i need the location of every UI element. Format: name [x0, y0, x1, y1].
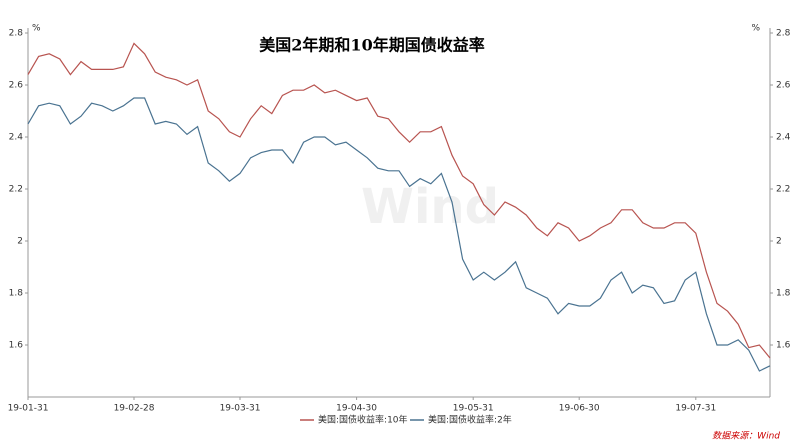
- y-tick-label: 2.2: [9, 185, 23, 195]
- y-tick-label: 2: [17, 237, 23, 247]
- x-tick-label: 19-04-30: [336, 404, 377, 414]
- y2-tick-label: 1.6: [776, 341, 791, 351]
- y-tick-label: 2.4: [9, 133, 24, 143]
- x-tick-label: 19-02-28: [114, 404, 155, 414]
- source: 数据来源：Wind: [712, 431, 780, 442]
- y2-tick-label: 2.8: [776, 29, 791, 39]
- y2-tick-label: 2.4: [776, 133, 791, 143]
- y-tick-label: 1.8: [9, 289, 24, 299]
- series-line: [27, 42, 771, 359]
- y-tick-label: 1.6: [9, 341, 24, 351]
- series-line: [27, 97, 771, 372]
- x-tick-label: 19-06-30: [559, 404, 600, 414]
- x-tick-label: 19-01-31: [8, 404, 49, 414]
- chart-title: 美国2年期和10年期国债收益率: [259, 36, 484, 55]
- legend-label: 美国:国债收益率:2年: [428, 414, 512, 426]
- y2-tick-label: 2.6: [776, 81, 791, 91]
- y-unit: %: [32, 24, 41, 34]
- legend-label: 美国:国债收益率:10年: [318, 414, 408, 426]
- watermark: Wind: [361, 179, 499, 235]
- y-tick-label: 2.6: [9, 81, 24, 91]
- y2-tick-label: 2: [776, 237, 782, 247]
- y2-tick-label: 2.2: [776, 185, 790, 195]
- x-tick-label: 19-07-31: [675, 404, 716, 414]
- y2-tick-label: 1.8: [776, 289, 791, 299]
- x-tick-label: 19-03-31: [220, 404, 261, 414]
- x-tick-label: 19-05-31: [453, 404, 494, 414]
- y2-unit: %: [751, 24, 760, 34]
- y-tick-label: 2.8: [9, 29, 24, 39]
